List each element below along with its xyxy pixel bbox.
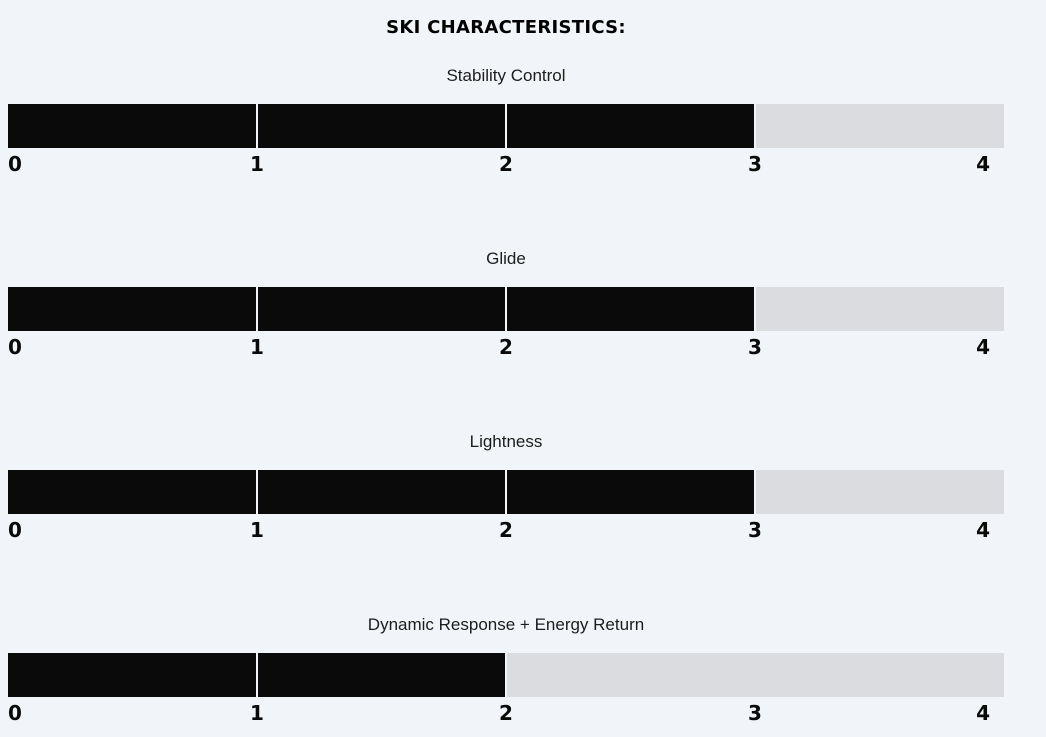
segment-divider <box>753 469 757 514</box>
axis-tick-label: 2 <box>499 151 513 176</box>
axis-tick-label: 2 <box>499 517 513 542</box>
axis-ticks: 0 1 2 3 4 <box>8 153 1004 175</box>
axis-tick-label: 1 <box>250 334 264 359</box>
axis-ticks: 0 1 2 3 4 <box>8 336 1004 358</box>
axis-ticks: 0 1 2 3 4 <box>8 702 1004 724</box>
ski-characteristics-panel: SKI CHARACTERISTICS: Stability Control 0… <box>8 15 1004 724</box>
axis-tick-label: 3 <box>748 334 762 359</box>
segment-divider <box>504 103 508 148</box>
axis-tick-label: 4 <box>976 334 990 359</box>
segment-divider <box>255 652 259 697</box>
segment-divider <box>255 469 259 514</box>
segment-divider <box>753 103 757 148</box>
chart-title: Glide <box>486 248 526 268</box>
segment-divider <box>504 286 508 331</box>
characteristic-chart: Dynamic Response + Energy Return 0 1 2 3 4 <box>8 613 1004 724</box>
page-title: SKI CHARACTERISTICS: <box>386 16 626 38</box>
characteristic-chart: Stability Control 0 1 2 3 4 <box>8 64 1004 175</box>
chart-title: Lightness <box>469 431 543 451</box>
segment-divider <box>504 652 508 697</box>
characteristic-chart: Lightness 0 1 2 3 4 <box>8 430 1004 541</box>
axis-tick-label: 0 <box>8 700 22 725</box>
bar-fill <box>8 469 755 514</box>
axis-tick-label: 1 <box>250 517 264 542</box>
bar-track <box>8 286 1004 331</box>
axis-tick-label: 4 <box>976 151 990 176</box>
charts-container: Stability Control 0 1 2 3 4 Glide 0 1 2 3 4 Ligh… <box>8 64 1004 724</box>
bar-track <box>8 103 1004 148</box>
axis-tick-label: 4 <box>976 700 990 725</box>
characteristic-chart: Glide 0 1 2 3 4 <box>8 247 1004 358</box>
bar-track <box>8 652 1004 697</box>
segment-divider <box>255 103 259 148</box>
axis-tick-label: 2 <box>499 334 513 359</box>
axis-tick-label: 0 <box>8 517 22 542</box>
chart-title: Dynamic Response + Energy Return <box>367 614 645 634</box>
axis-tick-label: 1 <box>250 151 264 176</box>
segment-divider <box>753 286 757 331</box>
axis-tick-label: 2 <box>499 700 513 725</box>
axis-tick-label: 4 <box>976 517 990 542</box>
bar-fill <box>8 286 755 331</box>
axis-tick-label: 1 <box>250 700 264 725</box>
axis-tick-label: 3 <box>748 151 762 176</box>
axis-ticks: 0 1 2 3 4 <box>8 519 1004 541</box>
segment-divider <box>504 469 508 514</box>
axis-tick-label: 0 <box>8 151 22 176</box>
axis-tick-label: 3 <box>748 700 762 725</box>
segment-divider <box>255 286 259 331</box>
bar-fill <box>8 103 755 148</box>
axis-tick-label: 0 <box>8 334 22 359</box>
axis-tick-label: 3 <box>748 517 762 542</box>
bar-track <box>8 469 1004 514</box>
chart-title: Stability Control <box>446 65 566 85</box>
